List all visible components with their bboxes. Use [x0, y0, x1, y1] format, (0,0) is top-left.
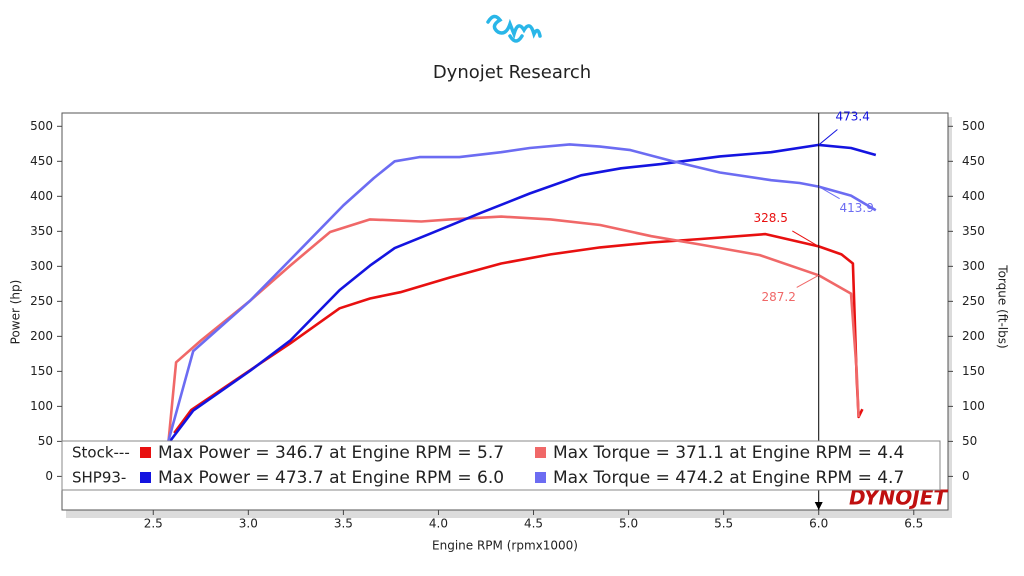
series-line — [167, 143, 877, 442]
cursor-leader — [792, 230, 819, 247]
y2-tick-label: 250 — [962, 294, 985, 308]
y2-tick-label: 150 — [962, 364, 985, 378]
cursor-label: 287.2 — [762, 290, 796, 304]
y-axis-title: Power (hp) — [9, 280, 23, 345]
logo — [486, 14, 542, 43]
x-axis-title: Engine RPM (rpmx1000) — [432, 539, 578, 553]
legend-label: Max Torque = 371.1 at Engine RPM = 4.4 — [553, 443, 904, 463]
y2-tick-label: 50 — [962, 434, 977, 448]
x-tick-label: 5.5 — [714, 517, 733, 531]
legend-group: SHP93- — [72, 469, 126, 487]
y-tick-label: 400 — [30, 189, 53, 203]
cursor-label: 328.5 — [754, 211, 788, 225]
legend-label: Max Power = 473.7 at Engine RPM = 6.0 — [158, 468, 504, 488]
y2-tick-label: 400 — [962, 189, 985, 203]
legend-swatch — [140, 447, 151, 458]
y-tick-label: 50 — [38, 434, 53, 448]
cursor-leader — [796, 274, 819, 288]
x-tick-label: 6.0 — [809, 517, 828, 531]
y-tick-label: 100 — [30, 399, 53, 413]
cursor-label: 413.9 — [840, 201, 874, 215]
cursor-label: 473.4 — [836, 109, 870, 123]
legend-label: Max Torque = 474.2 at Engine RPM = 4.7 — [553, 468, 904, 488]
x-tick-label: 6.5 — [904, 517, 923, 531]
x-tick-label: 4.5 — [524, 517, 543, 531]
y-tick-label: 0 — [45, 469, 53, 483]
y2-tick-label: 450 — [962, 154, 985, 168]
y-tick-label: 200 — [30, 329, 53, 343]
legend-swatch — [140, 472, 151, 483]
y2-tick-label: 0 — [962, 469, 970, 483]
x-tick-label: 2.5 — [144, 517, 163, 531]
legend-swatch — [535, 447, 546, 458]
chart-title: Dynojet Research — [433, 62, 591, 83]
y2-tick-label: 500 — [962, 119, 985, 133]
legend-box — [61, 440, 941, 491]
y-tick-label: 350 — [30, 224, 53, 238]
x-tick-label: 5.0 — [619, 517, 638, 531]
y2-axis-title: Torque (ft-lbs) — [996, 264, 1010, 348]
cursor-arrow — [814, 502, 823, 510]
y-tick-label: 300 — [30, 259, 53, 273]
series-line — [173, 232, 864, 434]
y-tick-label: 150 — [30, 364, 53, 378]
cursor-leader — [818, 186, 840, 200]
legend-group: Stock--- — [72, 444, 130, 462]
y2-tick-label: 300 — [962, 259, 985, 273]
y-tick-label: 450 — [30, 154, 53, 168]
legend-label: Max Power = 346.7 at Engine RPM = 5.7 — [158, 443, 504, 463]
y-tick-label: 250 — [30, 294, 53, 308]
x-tick-label: 3.5 — [334, 517, 353, 531]
series-line — [169, 143, 877, 442]
y-tick-label: 500 — [30, 119, 53, 133]
y2-tick-label: 350 — [962, 224, 985, 238]
y2-tick-label: 100 — [962, 399, 985, 413]
legend-swatch — [535, 472, 546, 483]
x-tick-label: 4.0 — [429, 517, 448, 531]
y2-tick-label: 200 — [962, 329, 985, 343]
x-tick-label: 3.0 — [239, 517, 258, 531]
cursor-leader — [818, 129, 838, 146]
